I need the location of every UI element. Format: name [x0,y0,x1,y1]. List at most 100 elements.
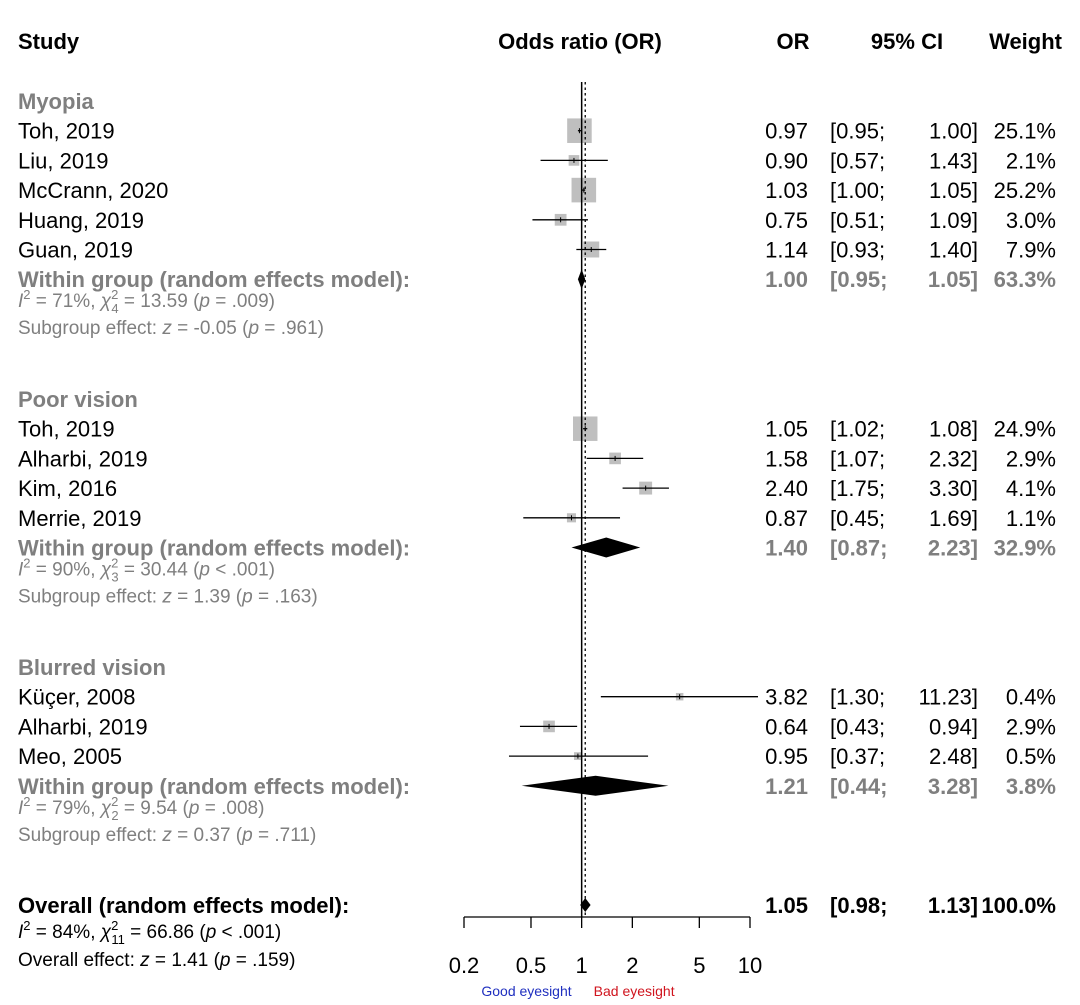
p-value: .009 [232,291,269,312]
chi-symbol: χ [99,291,112,312]
study-marker [622,481,669,495]
ci-open: [ [830,178,836,203]
study-or: 0.64 [765,714,808,739]
study-marker [571,177,597,203]
study-weight: 24.9% [994,417,1056,442]
study-ci-hi: 1.40] [929,238,978,263]
ci-hi: 1.05 [929,178,972,203]
ci-close: ] [972,685,978,710]
study-marker [508,752,649,760]
ci-lo: 0.37 [836,744,879,769]
i2-value: 71% [52,291,90,312]
pooled-diamond-blurred-vision [521,775,669,796]
ci-close: ] [971,774,978,799]
p-value: .001 [238,922,275,943]
pooled-ci: [0.87; [830,536,887,561]
study-or: 0.90 [765,148,808,173]
group-heterogeneity: I2 = 79%, χ2 2 = 9.54 (p = .008) [18,794,264,823]
i2-value: 84% [52,922,90,943]
overall-ci-hi: 1.13] [928,893,978,918]
p-close: ) [318,318,324,339]
ci-lo: 0.93 [836,238,879,263]
pooled-label-blurred-vision: Within group (random effects model): [18,774,410,799]
pooled-ci-hi: 2.23] [928,536,978,561]
ci-open: [ [830,238,836,263]
study-ci: [0.57; [830,148,885,173]
chi-sep: , [90,291,101,312]
ci-close: ] [972,446,978,471]
study-or: 0.87 [765,506,808,531]
pooled-diamond-poor-vision [571,537,641,558]
study-ci-hi: 1.43] [929,148,978,173]
ci-open: [ [830,446,836,471]
i2-exponent: 2 [23,556,30,571]
ci-hi: 1.69 [929,506,972,531]
pooled-label-poor-vision: Within group (random effects model): [18,536,410,561]
chi-value: 13.59 [140,291,188,312]
ci-sep: ; [879,148,885,173]
x-tick-label: 0.5 [516,953,547,978]
pooled-ci-hi: 3.28] [928,774,978,799]
p-open: ( [177,798,189,819]
i2-symbol: I [18,798,24,819]
group-heterogeneity: I2 = 71%, χ2 4 = 13.59 (p = .009) [18,287,275,316]
chi-value: 30.44 [140,560,188,581]
chi-sep: , [90,922,101,943]
study-ci: [1.07; [830,446,885,471]
p-open: ( [208,950,220,971]
chi-exponent: 2 [111,556,118,571]
p-symbol: p [247,318,259,339]
ci-close: ] [972,119,978,144]
effect-lead: Overall effect: [18,950,140,971]
header-or: OR [777,29,810,54]
ci-open: [ [830,208,836,233]
ci-sep: ; [879,417,885,442]
study-weight: 4.1% [1006,476,1056,501]
chi-exponent: 2 [111,918,118,933]
study-marker [523,513,621,523]
header-plot: Odds ratio (OR) [498,29,662,54]
ci-close: ] [972,476,978,501]
p-op: = [230,950,252,971]
pooled-weight: 63.3% [994,267,1056,292]
group-heterogeneity: I2 = 90%, χ2 3 = 30.44 (p < .001) [18,556,275,585]
p-symbol: p [205,922,217,943]
p-op: = [199,798,221,819]
z-symbol: z [161,825,172,846]
chi-sep: , [90,560,101,581]
x-tick-label: 5 [693,953,705,978]
p-open: ( [231,825,243,846]
study-ci-hi: 1.08] [929,417,978,442]
p-symbol: p [241,587,253,608]
p-close: ) [310,825,316,846]
ci-hi: 1.05 [928,267,971,292]
header-study: Study [18,29,80,54]
chi-eq: = [125,922,147,943]
ci-open: [ [830,476,836,501]
ci-lo: 1.00 [836,178,879,203]
p-close: ) [289,950,295,971]
i2-symbol: I [18,560,24,581]
ci-sep: ; [879,238,885,263]
study-ci: [1.02; [830,417,885,442]
ci-sep: ; [879,178,885,203]
ci-sep: ; [879,476,885,501]
p-value: .159 [252,950,289,971]
ci-sep: ; [879,119,885,144]
direction-label-good: Good eyesight [481,983,571,999]
ci-sep: ; [879,446,885,471]
ci-hi: 3.28 [928,774,971,799]
overall-heterogeneity: I2 = 84%, χ2 11 = 66.86 (p < .001) [18,918,281,947]
ci-lo: 0.44 [837,774,881,799]
ci-close: ] [971,536,978,561]
study-marker [586,452,644,465]
overall-effect: Overall effect: z = 1.41 (p = .159) [18,950,295,971]
study-weight: 2.1% [1006,148,1056,173]
i2-value: 79% [52,798,90,819]
chi-eq: = [119,560,141,581]
study-ci: [0.93; [830,238,885,263]
study-ci: [1.30; [830,685,885,710]
study-marker [600,692,758,701]
z-symbol: z [161,587,172,608]
